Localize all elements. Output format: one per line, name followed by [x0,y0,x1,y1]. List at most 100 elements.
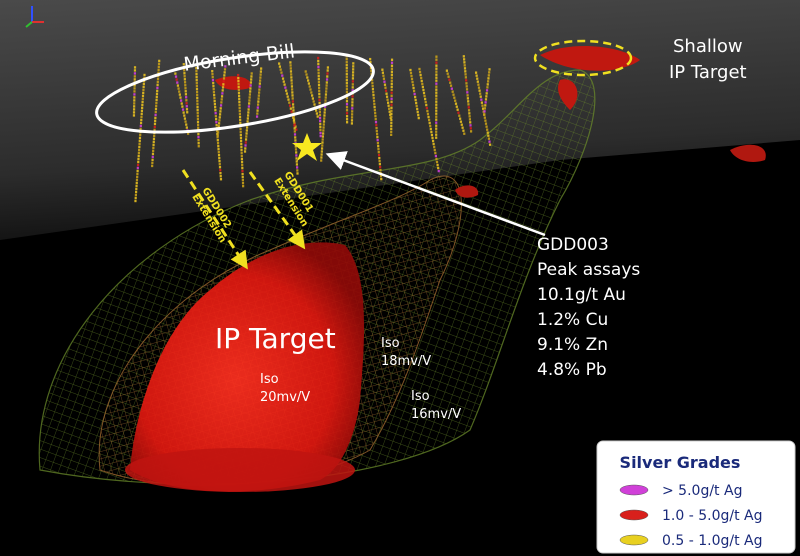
drill-segment [221,92,224,95]
drill-segment [152,140,155,144]
drill-segment [458,114,461,117]
drill-segment [459,120,463,123]
drill-segment [318,86,321,90]
drill-segment [133,93,136,96]
drill-segment [320,156,323,159]
drill-segment [239,121,242,125]
drill-segment [477,86,481,89]
drill-segment [293,133,297,136]
legend-swatch [619,509,649,521]
drill-segment [238,100,241,104]
drill-segment [487,134,490,137]
drill-segment [435,136,438,139]
drill-segment [152,137,156,141]
drill-segment [390,106,393,109]
drill-segment [485,89,489,92]
drill-segment [248,93,252,96]
drill-segment [466,97,469,100]
drill-segment [345,115,349,118]
drill-segment [345,100,349,103]
drill-segment [152,149,155,153]
drill-segment [410,74,413,78]
drill-segment [488,68,491,71]
drill-segment [413,92,416,96]
drill-segment [133,90,136,93]
drill-segment [381,68,384,71]
drill-segment [452,93,455,96]
drill-segment [476,77,479,80]
drill-segment [323,105,327,108]
drill-segment [258,82,261,85]
drill-segment [324,99,327,102]
drill-segment [307,82,311,85]
drill-segment [433,148,436,152]
drill-segment [372,96,375,100]
drill-segment [240,142,243,146]
drill-segment [287,98,290,101]
drill-segment [351,113,354,116]
shallow-ip-label: IP Target [669,62,747,83]
drill-segment [138,136,142,140]
callout-arrow [325,151,546,237]
drill-segment [140,109,144,113]
drill-segment [295,157,298,160]
drill-segment [244,141,247,144]
drill-segment [237,88,240,92]
drill-segment [390,91,393,94]
drill-segment [323,111,326,114]
drill-segment [247,108,250,111]
drill-segment [154,119,157,123]
drill-segment [316,115,319,118]
drill-segment [151,161,154,165]
drill-segment [420,79,423,83]
drill-segment [214,109,217,112]
drill-segment [351,80,354,83]
drill-segment [379,165,382,169]
drill-segment [219,172,222,175]
drill-segment [370,69,373,73]
drill-segment [153,134,156,138]
drill-segment [418,67,421,71]
drill-segment [152,143,155,147]
drill-segment [322,123,325,126]
drill-segment [435,85,438,88]
drill-segment [240,139,243,143]
drill-segment [371,78,374,82]
drill-segment [426,112,430,116]
drill-segment [197,133,200,136]
drill-segment [135,184,138,188]
drill-segment [155,98,158,102]
iso-label: Iso [260,372,279,387]
drill-segment [467,100,470,103]
drill-segment [141,94,145,98]
drill-segment [241,178,244,182]
drill-segment [248,96,251,99]
drill-segment [294,136,297,139]
drill-segment [258,88,261,91]
drill-segment [238,112,242,116]
drill-segment [385,92,388,95]
drill-segment [133,75,136,78]
drill-segment [184,120,187,123]
drill-segment [217,151,220,154]
drill-segment [290,85,294,88]
drill-segment [185,96,188,99]
drill-segment [281,74,284,77]
drill-segment [238,97,241,101]
drill-segment [422,91,426,95]
drill-segment [323,108,326,111]
drill-segment [135,190,138,194]
drill-segment [259,73,262,76]
drill-segment [256,112,259,115]
drill-segment [218,122,221,125]
drill-segment [174,75,178,78]
legend-swatch [619,534,649,546]
drill-segment [185,102,188,105]
drill-segment [157,71,160,75]
drill-segment [213,97,216,100]
drill-segment [350,116,354,119]
drill-segment [219,107,222,110]
drill-segment [465,82,468,85]
iso-label: 16mv/V [411,407,461,422]
drill-segment [238,109,241,113]
